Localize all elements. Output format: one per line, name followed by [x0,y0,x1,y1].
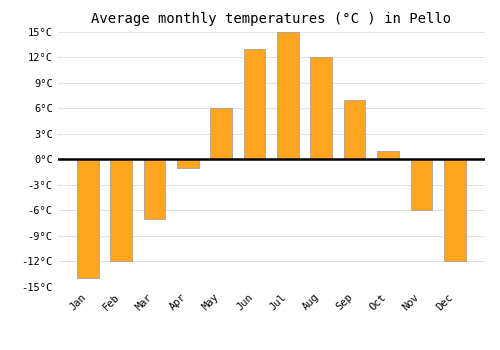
Bar [177,159,199,168]
Bar [344,100,366,159]
Title: Average monthly temperatures (°C ) in Pello: Average monthly temperatures (°C ) in Pe… [91,12,452,26]
Bar [110,159,132,261]
Bar [77,159,98,279]
Bar [210,108,232,159]
Bar [377,151,399,159]
Bar [444,159,466,261]
Bar [244,49,266,159]
Bar [410,159,432,210]
Bar [144,159,166,219]
Bar [310,57,332,159]
Bar [277,32,299,159]
